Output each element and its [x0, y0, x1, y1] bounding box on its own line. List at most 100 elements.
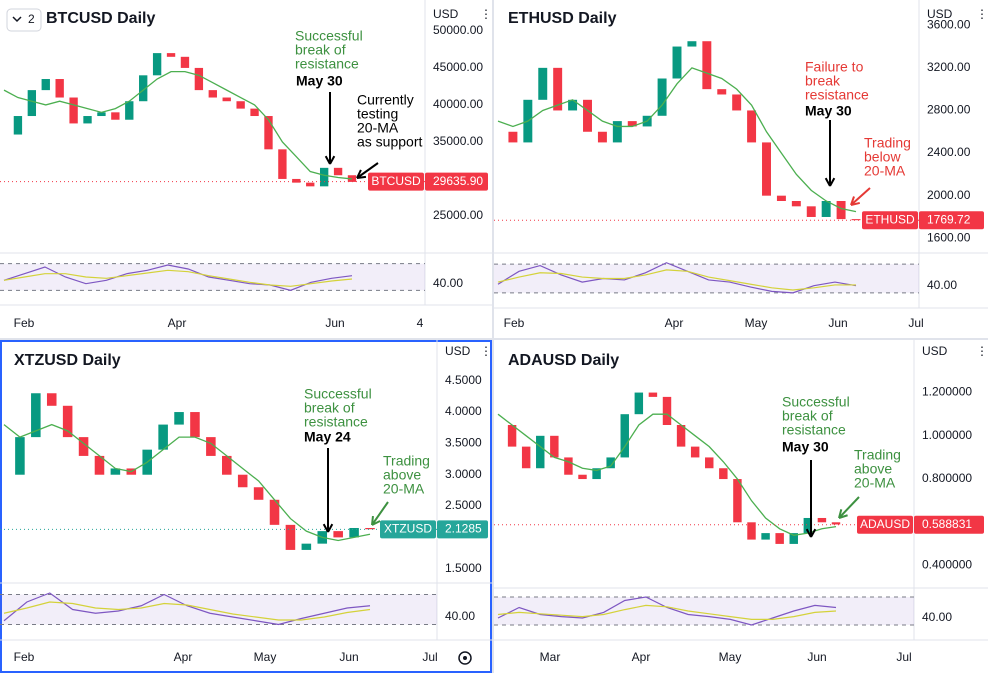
- annotation-text: resistance: [304, 414, 368, 430]
- currency-label: USD: [433, 7, 459, 21]
- candle: [657, 78, 667, 116]
- x-tick-label: 4: [417, 316, 424, 330]
- annotation-text: testing: [357, 106, 398, 122]
- candle: [349, 527, 359, 538]
- x-tick-label: Apr: [168, 316, 187, 330]
- candle: [597, 131, 607, 143]
- candle: [508, 131, 518, 143]
- annotation-text: May 30: [296, 73, 343, 89]
- candle: [831, 522, 841, 525]
- y-tick-label: 2400.00: [927, 145, 971, 159]
- chart-panel: XTZUSD Daily USD ⋮ 1.5000 2.5000 3.0000 3.5000…: [0, 340, 492, 673]
- candle: [110, 468, 121, 475]
- y-tick-label: 3.0000: [445, 467, 482, 481]
- candle: [553, 67, 563, 111]
- annotation-arrowhead: [850, 196, 855, 206]
- rsi-line: [3, 264, 353, 291]
- annotation-arrowhead: [850, 201, 860, 206]
- candle: [111, 112, 120, 120]
- candle: [627, 121, 637, 127]
- candle: [125, 101, 134, 120]
- candle: [237, 474, 248, 488]
- annotation-text: Successful: [295, 28, 363, 44]
- candle: [269, 499, 280, 525]
- candle: [264, 116, 273, 150]
- y-tick-label: 0.800000: [922, 471, 972, 485]
- candle: [583, 99, 592, 132]
- menu-dots: ⋮: [480, 344, 492, 358]
- candle: [222, 455, 232, 475]
- annotation-text: Successful: [782, 394, 850, 410]
- candle: [194, 67, 204, 91]
- x-tick-label: Apr: [665, 316, 684, 330]
- candle: [152, 53, 162, 76]
- currency-label: USD: [445, 344, 471, 358]
- x-tick-label: Apr: [174, 650, 193, 664]
- candle: [817, 517, 827, 523]
- annotation-text: May 30: [782, 439, 829, 455]
- chart-panel: ETHUSD Daily USD ⋮ 1600.00 2000.00 2400.00 280…: [494, 0, 988, 338]
- candle: [676, 425, 686, 447]
- rsi-band: [0, 263, 425, 291]
- x-tick-label: Feb: [14, 650, 35, 664]
- annotation-arrow: [371, 501, 389, 526]
- annotation-text: May 30: [805, 103, 852, 119]
- rsi-ma-line: [3, 601, 371, 621]
- settings-icon[interactable]: [458, 651, 472, 665]
- chart-panel: ADAUSD Daily USD ⋮ 0.400000 0.800000 1.000000…: [494, 340, 988, 673]
- y-tick-label: 1.200000: [922, 385, 972, 399]
- y-tick-label: 35000.00: [433, 134, 483, 148]
- rsi-band: [494, 597, 914, 625]
- layout-button[interactable]: [6, 8, 42, 32]
- annotation-text: Trading: [383, 453, 430, 469]
- y-tick-label: 3.5000: [445, 436, 482, 450]
- annotation-text: Currently: [357, 92, 414, 108]
- settings-icon-center: [463, 656, 467, 660]
- y-tick-label: 3200.00: [927, 60, 971, 74]
- candle: [662, 396, 672, 425]
- candle: [62, 405, 73, 438]
- annotation-text: 20-MA: [357, 120, 399, 136]
- candle: [78, 437, 89, 456]
- candle: [719, 468, 728, 480]
- active-panel-border: [0, 340, 492, 673]
- rsi-ma-line: [3, 269, 353, 287]
- candle: [836, 201, 846, 220]
- candle: [806, 206, 816, 217]
- x-tick-label: Feb: [504, 316, 525, 330]
- symbol-label: BTCUSD: [371, 174, 421, 188]
- panel-background: [0, 340, 492, 673]
- layout-count: 2: [28, 12, 35, 26]
- x-tick-label: Jul: [908, 316, 923, 330]
- symbol-box: [368, 172, 424, 191]
- candle: [717, 89, 727, 95]
- annotation-arrowhead: [327, 523, 334, 533]
- annotation-arrowhead: [356, 175, 367, 179]
- moving-average-line: [3, 423, 371, 542]
- y-tick-label: 2800.00: [927, 103, 971, 117]
- symbol-label: XTZUSD: [384, 522, 432, 536]
- annotation-arrow: [356, 162, 379, 179]
- candle: [174, 412, 184, 425]
- chevron-icon: [12, 16, 22, 23]
- candle: [702, 41, 712, 90]
- candle: [536, 435, 545, 469]
- moving-average-line: [497, 67, 857, 213]
- annotation-arrowhead: [824, 177, 831, 187]
- candle: [606, 457, 615, 469]
- candle: [821, 201, 831, 217]
- annotation-text: Successful: [304, 386, 372, 402]
- candle: [612, 121, 622, 143]
- candle: [46, 393, 57, 406]
- candle: [41, 79, 50, 91]
- y-tick-label: 40000.00: [433, 97, 483, 111]
- panel-background: [494, 0, 988, 338]
- candle: [672, 46, 682, 79]
- y-tick-label: 2000.00: [927, 188, 971, 202]
- annotation-arrowhead: [322, 523, 329, 533]
- annotation-arrowhead: [810, 528, 817, 538]
- chart-title: XTZUSD Daily: [14, 352, 121, 369]
- candle: [190, 412, 200, 438]
- annotation-text: Failure to: [805, 59, 864, 75]
- annotation-arrow: [850, 187, 871, 206]
